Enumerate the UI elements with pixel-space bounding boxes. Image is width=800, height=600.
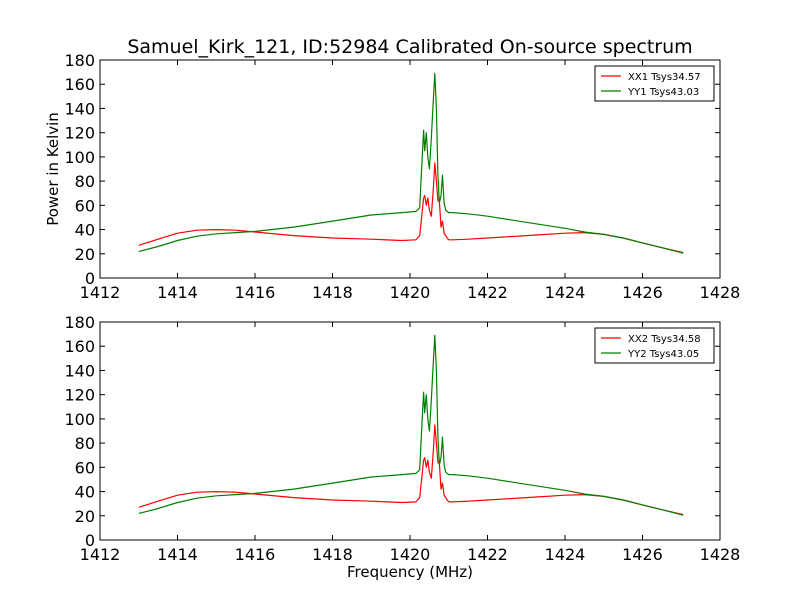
x-tick-label: 1418 [312, 283, 353, 302]
x-tick-label: 1420 [390, 283, 431, 302]
x-tick-label: 1414 [157, 545, 198, 564]
figure-title: Samuel_Kirk_121, ID:52984 Calibrated On-… [127, 36, 692, 58]
series-line-1 [138, 162, 684, 254]
x-tick-label: 1422 [467, 545, 508, 564]
x-axis-label: Frequency (MHz) [347, 563, 473, 581]
y-tick-label: 20 [75, 507, 95, 526]
y-tick-label: 0 [85, 531, 95, 550]
y-tick-label: 40 [75, 483, 95, 502]
y-tick-label: 100 [64, 148, 95, 167]
x-tick-label: 1416 [235, 283, 276, 302]
x-tick-label: 1420 [390, 545, 431, 564]
series-line-2 [138, 334, 684, 516]
y-tick-label: 160 [64, 75, 95, 94]
x-tick-label: 1428 [700, 545, 741, 564]
y-tick-label: 0 [85, 269, 95, 288]
y-tick-label: 80 [75, 172, 95, 191]
x-tick-label: 1424 [545, 283, 586, 302]
plot-panel-2: 1412 1414 1416 1418 1420 1422 1424 1426 1428 0 20 4… [64, 313, 740, 564]
series-line-2 [138, 72, 684, 254]
y-tick-label: 120 [64, 386, 95, 405]
x-tick-label: 1422 [467, 283, 508, 302]
x-tick-label: 1418 [312, 545, 353, 564]
x-tick-label: 1412 [80, 545, 121, 564]
y-tick-label: 140 [64, 99, 95, 118]
y-tick-label: 40 [75, 221, 95, 240]
legend-label-1: XX1 Tsys34.57 [628, 72, 701, 83]
x-tick-label: 1426 [622, 545, 663, 564]
plot-panel-1: 1412 1414 1416 1418 1420 1422 1424 1426 1428 0 20 4… [44, 51, 740, 302]
legend: XX1 Tsys34.57 YY1 Tsys43.03 [594, 65, 715, 102]
x-tick-label: 1426 [622, 283, 663, 302]
y-tick-label: 60 [75, 458, 95, 477]
y-tick-label: 180 [64, 51, 95, 70]
x-tick-label: 1428 [700, 283, 741, 302]
y-tick-label: 140 [64, 361, 95, 380]
y-tick-label: 160 [64, 337, 95, 356]
x-tick-label: 1412 [80, 283, 121, 302]
y-tick-label: 80 [75, 434, 95, 453]
legend-box [594, 65, 715, 102]
y-tick-label: 60 [75, 196, 95, 215]
series-line-1 [138, 424, 684, 516]
y-tick-label: 120 [64, 124, 95, 143]
x-tick-label: 1424 [545, 545, 586, 564]
y-tick-label: 20 [75, 245, 95, 264]
x-tick-label: 1414 [157, 283, 198, 302]
legend: XX2 Tsys34.58 YY2 Tsys43.05 [594, 327, 715, 364]
y-tick-label: 100 [64, 410, 95, 429]
legend-label-1: XX2 Tsys34.58 [628, 334, 701, 345]
y-axis-label: Power in Kelvin [44, 112, 62, 226]
legend-label-2: YY1 Tsys43.03 [627, 87, 699, 98]
y-tick-label: 180 [64, 313, 95, 332]
legend-box [594, 327, 715, 364]
legend-label-2: YY2 Tsys43.05 [627, 349, 699, 360]
x-tick-label: 1416 [235, 545, 276, 564]
